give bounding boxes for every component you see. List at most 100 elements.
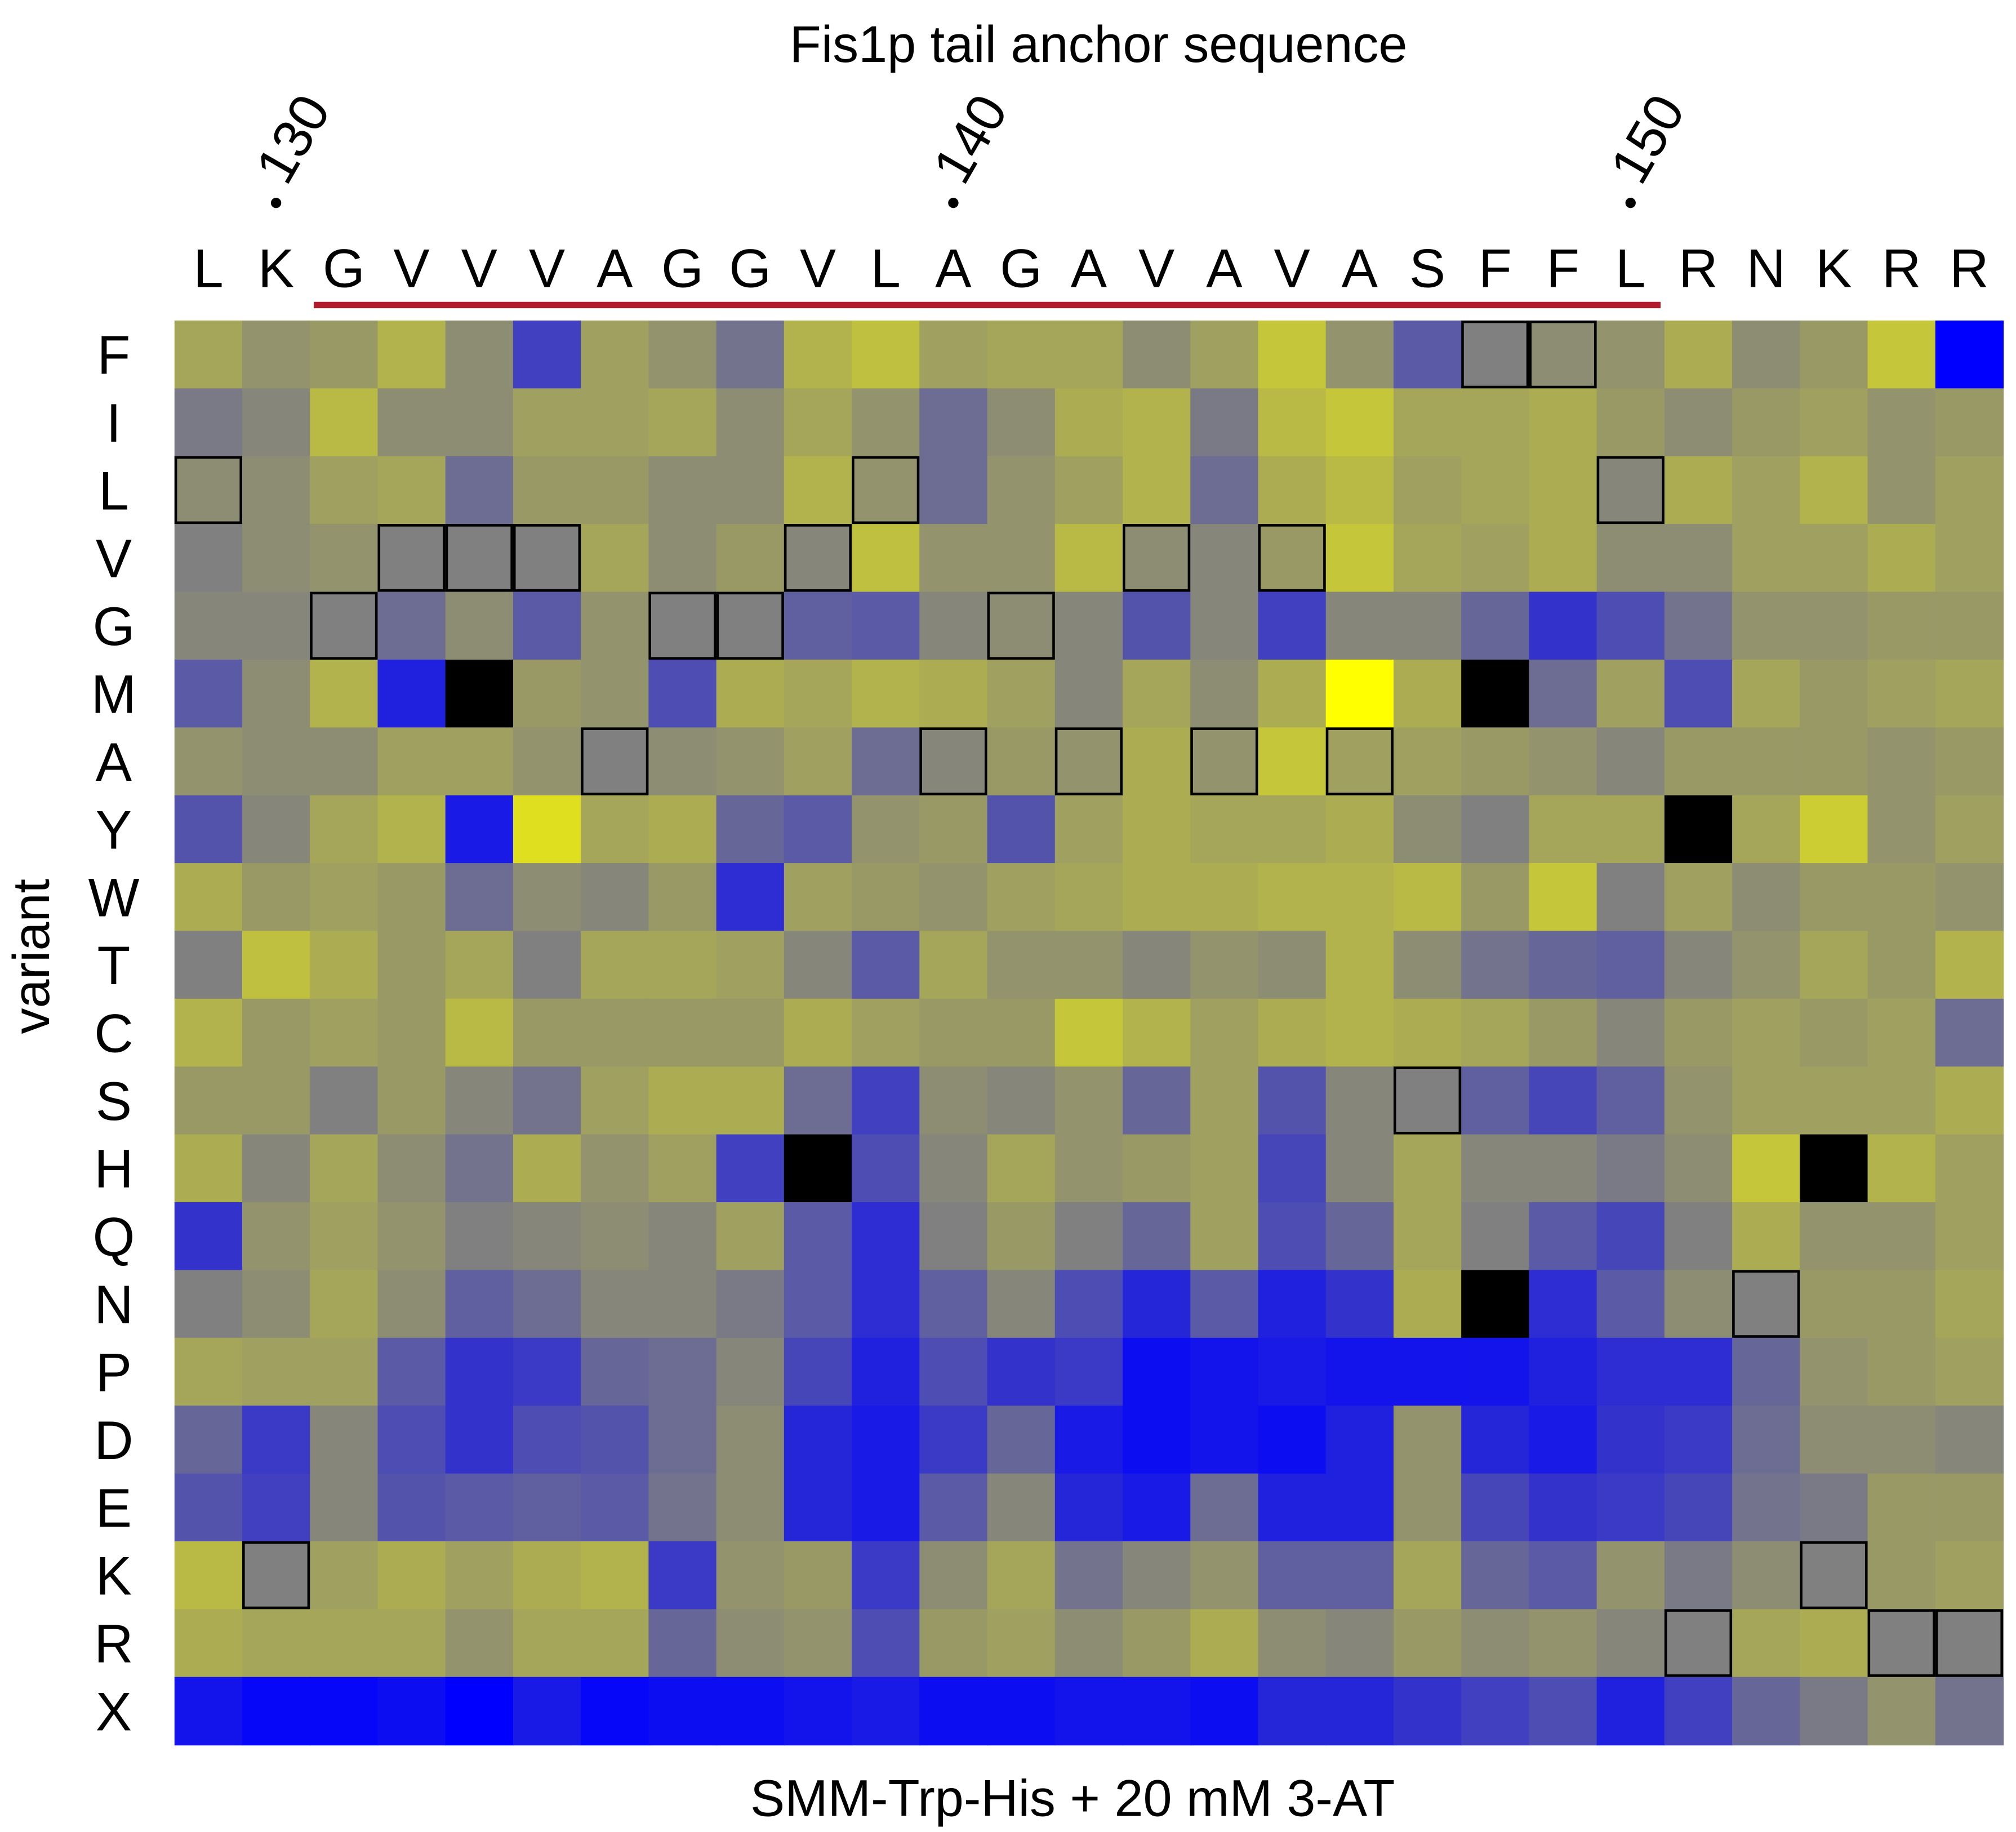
heatmap-cell xyxy=(310,456,379,525)
heatmap-cell xyxy=(1393,727,1462,796)
heatmap-cell xyxy=(581,863,649,932)
heatmap-cell xyxy=(1190,1406,1259,1474)
heatmap-cell xyxy=(987,998,1056,1068)
heatmap-cell xyxy=(1461,456,1530,525)
heatmap-cell xyxy=(1867,998,1936,1068)
heatmap-cell xyxy=(242,659,311,728)
heatmap-cell xyxy=(1054,1677,1124,1746)
heatmap-cell xyxy=(377,1066,446,1135)
heatmap-cell xyxy=(242,1134,311,1203)
heatmap-cell xyxy=(1867,1609,1936,1678)
heatmap-cell xyxy=(445,1134,514,1203)
heatmap-cell xyxy=(1258,592,1327,661)
heatmap-cell xyxy=(1190,524,1259,593)
heatmap-cell xyxy=(1190,1541,1259,1610)
heatmap-cell xyxy=(1596,592,1666,661)
heatmap-cell xyxy=(513,1473,582,1542)
heatmap-cell xyxy=(987,456,1056,525)
heatmap-cell xyxy=(310,727,379,796)
heatmap-cell xyxy=(174,998,243,1068)
heatmap-cell xyxy=(1596,1406,1666,1474)
heatmap-cell xyxy=(1123,998,1191,1068)
heatmap-cell xyxy=(1800,727,1868,796)
heatmap-cell xyxy=(1123,524,1191,593)
heatmap-cell xyxy=(784,524,853,593)
heatmap-cell xyxy=(987,1541,1056,1610)
heatmap-cell xyxy=(1123,727,1191,796)
heatmap-cell xyxy=(1054,1609,1124,1678)
position-ticks: 130 140 150 xyxy=(244,85,1697,208)
heatmap-cell xyxy=(1461,1406,1530,1474)
heatmap-cell xyxy=(310,524,379,593)
heatmap-cell xyxy=(1664,524,1733,593)
column-label: G xyxy=(323,238,365,299)
heatmap-cell xyxy=(1190,659,1259,728)
row-label: I xyxy=(106,393,122,453)
heatmap-cell xyxy=(1325,1541,1395,1610)
wild-type-outline xyxy=(1800,1541,1868,1609)
heatmap-cell xyxy=(648,1337,717,1407)
heatmap-cell xyxy=(852,388,920,457)
heatmap-cell xyxy=(1529,863,1597,932)
heatmap-cell xyxy=(513,998,582,1068)
heatmap-cell xyxy=(1800,524,1868,593)
heatmap-cell xyxy=(919,524,988,593)
column-label: K xyxy=(1815,238,1852,299)
heatmap-cell xyxy=(513,863,582,932)
heatmap-cell xyxy=(1800,320,1868,389)
wild-type-outline xyxy=(648,592,716,660)
heatmap-cell xyxy=(784,320,853,389)
heatmap-cell xyxy=(1596,659,1666,728)
heatmap-cell xyxy=(1664,1337,1733,1407)
wild-type-outline xyxy=(716,592,784,660)
heatmap-cell xyxy=(581,931,649,1000)
heatmap-cell xyxy=(852,1337,920,1407)
heatmap-cell xyxy=(242,1337,311,1407)
heatmap-cell xyxy=(1664,727,1733,796)
column-label: A xyxy=(1071,238,1107,299)
heatmap-cell xyxy=(1325,1677,1395,1746)
heatmap-cell xyxy=(513,1270,582,1339)
heatmap-cell xyxy=(784,388,853,457)
heatmap-cell xyxy=(581,659,649,728)
heatmap-cell xyxy=(445,320,514,389)
heatmap-cell xyxy=(1867,592,1936,661)
heatmap-cell xyxy=(1732,1270,1801,1339)
heatmap-cell xyxy=(581,388,649,457)
heatmap-cell xyxy=(1325,456,1395,525)
heatmap-cell xyxy=(445,1406,514,1474)
heatmap-cell xyxy=(648,795,717,864)
heatmap-cell xyxy=(987,1473,1056,1542)
heatmap-cell xyxy=(1732,456,1801,525)
heatmap-cell xyxy=(987,795,1056,864)
heatmap-cell xyxy=(716,1406,785,1474)
heatmap-cell xyxy=(242,1609,311,1678)
column-label: V xyxy=(461,238,497,299)
heatmap-cell xyxy=(242,863,311,932)
heatmap-cell xyxy=(716,1677,785,1746)
heatmap-cell xyxy=(377,863,446,932)
heatmap-cell xyxy=(377,998,446,1068)
heatmap-cell xyxy=(513,320,582,389)
heatmap-cell xyxy=(1123,1473,1191,1542)
heatmap-cell xyxy=(1393,320,1462,389)
heatmap-cell xyxy=(581,727,649,796)
heatmap-cell xyxy=(242,456,311,525)
heatmap-cell xyxy=(445,592,514,661)
heatmap-cell xyxy=(987,1406,1056,1474)
heatmap-cell xyxy=(1393,1406,1462,1474)
heatmap-cell xyxy=(1867,1406,1936,1474)
heatmap-cell xyxy=(1190,1473,1259,1542)
heatmap-cell xyxy=(1123,388,1191,457)
heatmap-cell xyxy=(784,592,853,661)
heatmap-cell xyxy=(242,795,311,864)
heatmap-cell xyxy=(445,1337,514,1407)
heatmap-cell xyxy=(784,1270,853,1339)
heatmap-cell xyxy=(513,456,582,525)
heatmap-cell xyxy=(1664,1677,1733,1746)
heatmap-cell xyxy=(1054,456,1124,525)
heatmap-cell xyxy=(310,1134,379,1203)
heatmap-cell xyxy=(445,931,514,1000)
heatmap-cell xyxy=(1258,1541,1327,1610)
heatmap-cell xyxy=(919,1609,988,1678)
